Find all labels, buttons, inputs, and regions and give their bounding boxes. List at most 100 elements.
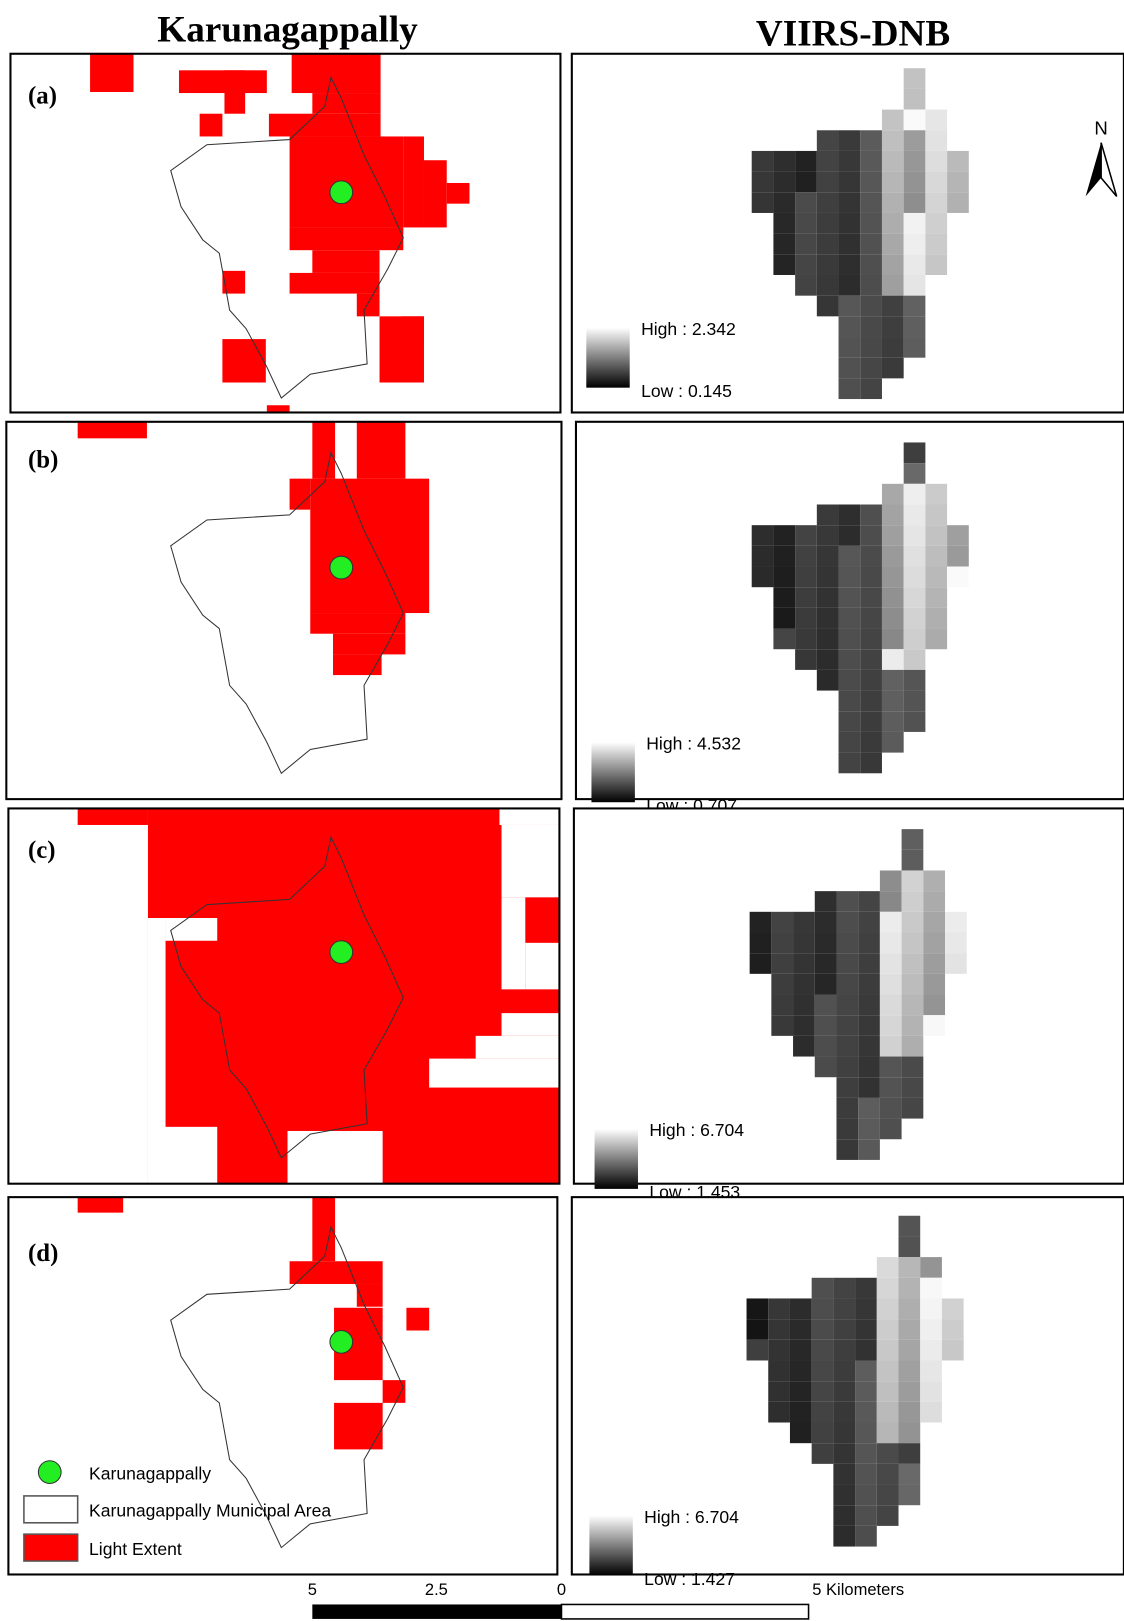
light-pixel <box>312 422 335 479</box>
raster-pixel <box>945 932 967 953</box>
raster-pixel <box>768 1360 790 1381</box>
raster-pixel <box>833 1298 855 1319</box>
raster-pixel <box>860 608 882 629</box>
raster-pixel <box>858 932 880 953</box>
raster-pixel <box>904 151 926 172</box>
raster-pixel <box>817 192 839 213</box>
raster-pixel <box>855 1360 877 1381</box>
raster-pixel <box>882 629 904 650</box>
unlit-pixel <box>476 1036 560 1059</box>
raster-pixel <box>899 1360 921 1381</box>
raster-pixel <box>902 1077 924 1098</box>
light-pixel <box>78 808 148 825</box>
raster-pixel <box>902 829 924 850</box>
raster-pixel <box>904 337 926 358</box>
raster-pixel <box>880 995 902 1016</box>
raster-pixel <box>839 378 861 399</box>
raster-pixel <box>942 1319 964 1340</box>
raster-pixel <box>920 1319 942 1340</box>
raster-pixel <box>768 1340 790 1361</box>
legend-high: High : 4.532 <box>646 734 741 754</box>
raster-pixel <box>860 504 882 525</box>
north-label: N <box>1094 117 1107 138</box>
raster-pixel <box>815 1057 837 1078</box>
light-pixel <box>90 54 133 92</box>
raster-pixel <box>771 1015 793 1036</box>
raster-pixel <box>839 691 861 712</box>
legend-high: High : 6.704 <box>644 1507 739 1527</box>
raster-pixel <box>877 1381 899 1402</box>
raster-pixel <box>882 504 904 525</box>
raster-pixel <box>860 587 882 608</box>
raster-pixel <box>882 587 904 608</box>
raster-pixel <box>925 587 947 608</box>
raster-pixel <box>773 172 795 193</box>
raster-pixel <box>925 525 947 546</box>
raster-pixel <box>880 953 902 974</box>
raster-pixel <box>858 995 880 1016</box>
raster-pixel <box>902 1036 924 1057</box>
raster-pixel <box>793 995 815 1016</box>
raster-pixel <box>920 1257 942 1278</box>
raster-pixel <box>923 1015 945 1036</box>
raster-pixel <box>752 546 774 567</box>
raster-pixel <box>812 1298 834 1319</box>
panel-label: (d) <box>28 1240 58 1267</box>
raster-pixel <box>836 1036 858 1057</box>
raster-pixel <box>817 608 839 629</box>
raster-pixel <box>855 1278 877 1299</box>
raster-pixel <box>836 932 858 953</box>
raster-pixel <box>947 546 969 567</box>
raster-pixel <box>904 587 926 608</box>
raster-pixel <box>858 1036 880 1057</box>
raster-pixel <box>880 912 902 933</box>
raster-pixel <box>833 1443 855 1464</box>
raster-pixel <box>817 172 839 193</box>
raster-pixel <box>790 1423 812 1444</box>
raster-pixel <box>836 1139 858 1160</box>
raster-pixel <box>793 932 815 953</box>
raster-pixel <box>839 732 861 753</box>
raster-pixel <box>817 504 839 525</box>
unlit-pixel <box>525 943 559 990</box>
raster-pixel <box>880 870 902 891</box>
raster-pixel <box>855 1526 877 1547</box>
scale-label: 5 Kilometers <box>812 1580 904 1599</box>
raster-pixel <box>855 1485 877 1506</box>
raster-pixel <box>860 378 882 399</box>
raster-pixel <box>923 891 945 912</box>
raster-pixel <box>882 130 904 151</box>
raster-pixel <box>925 192 947 213</box>
raster-pixel <box>773 629 795 650</box>
raster-pixel <box>815 1036 837 1057</box>
light-pixel <box>406 1308 429 1331</box>
raster-pixel <box>839 711 861 732</box>
raster-pixel <box>877 1443 899 1464</box>
raster-pixel <box>904 442 926 463</box>
raster-pixel <box>752 172 774 193</box>
raster-pixel <box>860 629 882 650</box>
raster-pixel <box>839 649 861 670</box>
raster-pixel <box>839 316 861 337</box>
raster-pixel <box>839 296 861 317</box>
raster-pixel <box>858 1057 880 1078</box>
raster-pixel <box>855 1423 877 1444</box>
raster-pixel <box>752 525 774 546</box>
raster-pixel <box>839 504 861 525</box>
raster-pixel <box>899 1464 921 1485</box>
legend-gradient <box>591 742 634 802</box>
raster-pixel <box>942 1298 964 1319</box>
raster-pixel <box>923 995 945 1016</box>
raster-pixel <box>836 1015 858 1036</box>
raster-pixel <box>817 296 839 317</box>
panel-label: (c) <box>28 837 56 864</box>
raster-pixel <box>836 1098 858 1119</box>
raster-pixel <box>923 870 945 891</box>
raster-pixel <box>815 891 837 912</box>
unlit-pixel <box>148 1127 217 1184</box>
raster-pixel <box>836 912 858 933</box>
raster-pixel <box>925 254 947 275</box>
raster-pixel <box>752 192 774 213</box>
raster-pixel <box>882 151 904 172</box>
raster-pixel <box>839 546 861 567</box>
